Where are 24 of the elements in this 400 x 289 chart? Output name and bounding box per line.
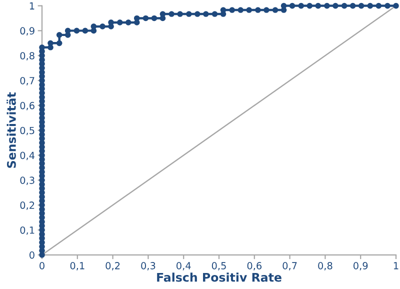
y-tick-label: 0,2: [20, 202, 34, 210]
x-tick-label: 0,9: [354, 262, 368, 270]
x-tick-label: 1: [394, 262, 398, 270]
y-tick-label: 0,1: [20, 226, 34, 235]
x-tick-label: 0,5: [212, 262, 226, 270]
y-tick-label: 0,8: [20, 52, 34, 60]
x-tick-label: 0,8: [318, 262, 332, 270]
x-tick-label: 0,2: [106, 262, 120, 270]
y-axis-title: Sensitivität: [6, 92, 16, 168]
x-tick-label: 0,3: [141, 262, 156, 270]
y-tick-label: 0,7: [20, 76, 34, 86]
y-tick-label: 1: [30, 2, 34, 10]
x-tick-label: 0,7: [282, 262, 297, 270]
x-tick-label: 0,4: [176, 262, 191, 270]
y-tick-label: 0: [30, 251, 34, 259]
y-tick-label: 0,4: [20, 152, 35, 160]
y-tick-label: 0,5: [20, 126, 34, 136]
x-tick-label: 0,6: [247, 262, 262, 270]
y-tick-label: 0,3: [20, 176, 34, 185]
x-tick-label: 0,1: [70, 262, 84, 270]
x-axis-title: Falsch Positiv Rate: [157, 272, 282, 282]
y-tick-label: 0,9: [20, 27, 34, 36]
x-tick-label: 0: [40, 262, 44, 270]
y-tick-label: 0,6: [20, 102, 34, 110]
